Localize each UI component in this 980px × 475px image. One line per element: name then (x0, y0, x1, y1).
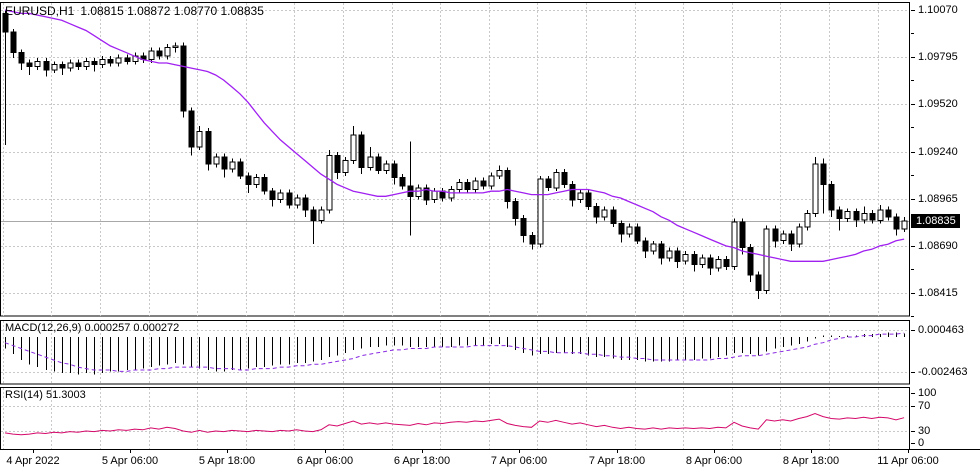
rsi-axis-tick (911, 431, 915, 432)
price-axis-label: 1.09795 (918, 51, 958, 63)
price-axis-label: 1.08690 (918, 240, 958, 252)
macd-axis-tick (911, 372, 915, 373)
time-axis-label: 5 Apr 06:00 (101, 455, 159, 467)
time-axis-label: 7 Apr 18:00 (588, 455, 646, 467)
price-axis-tick (911, 246, 915, 247)
price-axis-tick (911, 293, 915, 294)
rsi-axis-tick (911, 393, 915, 394)
time-axis-tick (908, 449, 909, 453)
price-axis-label: 1.08415 (918, 287, 958, 299)
price-chart-canvas[interactable] (0, 0, 910, 318)
price-axis-label: 1.10070 (918, 4, 958, 16)
time-axis-tick (714, 449, 715, 453)
macd-axis-label: -0.002463 (918, 366, 968, 378)
price-axis-tick (911, 199, 915, 200)
time-axis-tick (422, 449, 423, 453)
rsi-axis-label: 100 (918, 387, 937, 399)
rsi-panel-canvas[interactable] (0, 386, 910, 451)
price-axis-minor-tick (911, 80, 914, 81)
macd-axis-label: 0.000463 (918, 324, 964, 336)
time-axis-tick (130, 449, 131, 453)
macd-signal-line (4, 332, 905, 372)
time-axis-tick (325, 449, 326, 453)
time-axis-tick (617, 449, 618, 453)
time-axis-label: 6 Apr 18:00 (393, 455, 451, 467)
time-axis-line (0, 449, 980, 450)
price-axis-minor-tick (911, 175, 914, 176)
rsi-axis-label: 0 (918, 437, 925, 449)
price-axis-label: 1.09240 (918, 146, 958, 158)
rsi-axis-label: 70 (918, 400, 931, 412)
price-axis-minor-tick (911, 127, 914, 128)
rsi-axis-label: 30 (918, 425, 931, 437)
time-axis-label: 11 Apr 06:00 (877, 455, 939, 467)
time-axis-label: 4 Apr 2022 (6, 455, 60, 467)
price-axis-tick (911, 104, 915, 105)
price-axis-minor-tick (911, 33, 914, 34)
rsi-line (4, 412, 905, 436)
macd-indicator-label: MACD(12,26,9) 0.000257 0.000272 (5, 322, 180, 334)
price-axis-minor-tick (911, 269, 914, 270)
time-axis-tick (33, 449, 34, 453)
macd-axis-tick (911, 330, 915, 331)
price-axis-minor-tick (911, 316, 914, 317)
price-axis-tick (911, 10, 915, 11)
price-axis-label: 1.09520 (918, 98, 958, 110)
current-price-box: 1.08835 (911, 214, 960, 228)
time-axis-label: 8 Apr 06:00 (685, 455, 743, 467)
price-axis-tick (911, 57, 915, 58)
time-axis-label: 7 Apr 06:00 (490, 455, 548, 467)
ohlc-values: 1.08815 1.08872 1.08770 1.08835 (80, 4, 264, 18)
time-axis-label: 6 Apr 06:00 (296, 455, 354, 467)
time-axis-tick (227, 449, 228, 453)
macd-panel-canvas[interactable] (0, 318, 910, 386)
price-axis-tick (911, 152, 915, 153)
rsi-axis-tick (911, 443, 915, 444)
time-axis-tick (811, 449, 812, 453)
chart-header: EURUSD,H1 1.08815 1.08872 1.08770 1.08835 (5, 4, 270, 18)
rsi-indicator-label: RSI(14) 51.3003 (5, 389, 86, 401)
time-axis[interactable]: 4 Apr 2022 5 Apr 06:00 5 Apr 18:00 6 Apr 06… (0, 449, 980, 475)
time-axis-label: 5 Apr 18:00 (198, 455, 256, 467)
symbol-period-label: EURUSD,H1 (5, 4, 75, 18)
price-axis[interactable]: 1.10070 1.09795 1.09520 1.09240 1.08965 1.086… (910, 0, 980, 451)
rsi-axis-tick (911, 406, 915, 407)
price-axis-label: 1.08965 (918, 193, 958, 205)
time-axis-label: 8 Apr 18:00 (782, 455, 840, 467)
moving-average-line (4, 9, 905, 262)
time-axis-tick (519, 449, 520, 453)
